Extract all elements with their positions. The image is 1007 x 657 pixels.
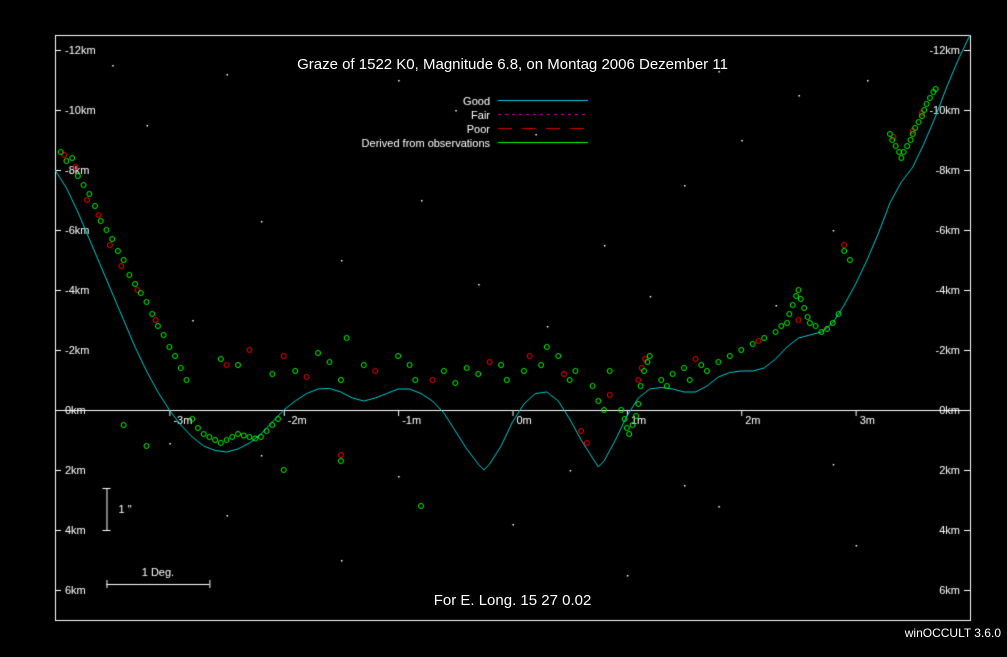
graze-chart bbox=[0, 0, 1007, 657]
chart-subtitle: For E. Long. 15 27 0.02 bbox=[363, 592, 663, 609]
chart-title: Graze of 1522 K0, Magnitude 6.8, on Mont… bbox=[263, 56, 763, 73]
app-footer: winOCCULT 3.6.0 bbox=[905, 626, 1001, 640]
